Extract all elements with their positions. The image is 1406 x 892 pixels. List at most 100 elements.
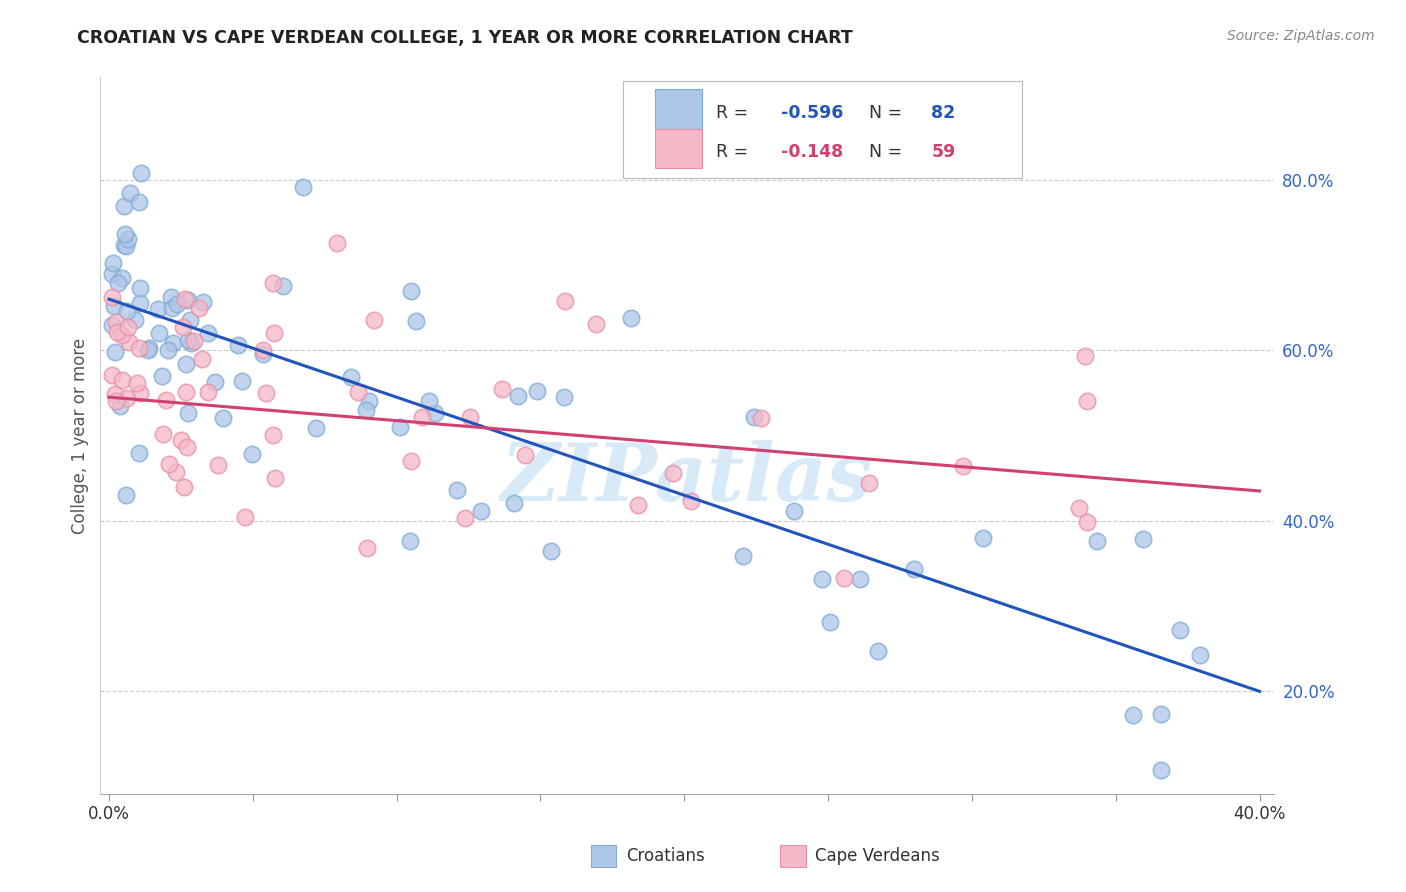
Point bbox=[197, 385, 219, 400]
Point bbox=[1074, 349, 1097, 363]
Point bbox=[749, 411, 772, 425]
Point bbox=[252, 343, 274, 357]
Point bbox=[127, 376, 149, 390]
Point bbox=[820, 615, 842, 629]
Point bbox=[160, 289, 183, 303]
Point bbox=[117, 232, 139, 246]
Point bbox=[128, 446, 150, 460]
Text: -0.148: -0.148 bbox=[780, 144, 844, 161]
Point bbox=[411, 409, 433, 424]
Point bbox=[832, 571, 855, 585]
Point bbox=[165, 465, 187, 479]
Point bbox=[177, 406, 200, 420]
Point bbox=[679, 493, 702, 508]
Point bbox=[191, 352, 214, 367]
Point bbox=[811, 572, 834, 586]
Point bbox=[326, 235, 349, 250]
Point bbox=[148, 326, 170, 341]
Point bbox=[162, 335, 184, 350]
Point bbox=[1122, 707, 1144, 722]
Point bbox=[104, 387, 127, 401]
Text: 82: 82 bbox=[931, 103, 956, 122]
Point bbox=[405, 314, 427, 328]
Point bbox=[129, 166, 152, 180]
Point bbox=[150, 368, 173, 383]
Point bbox=[115, 391, 138, 405]
Point bbox=[226, 338, 249, 352]
Point bbox=[101, 267, 124, 281]
Point bbox=[354, 403, 377, 417]
Point bbox=[418, 393, 440, 408]
Point bbox=[138, 343, 160, 358]
Point bbox=[128, 341, 150, 355]
Point bbox=[118, 186, 141, 200]
Point bbox=[553, 390, 575, 404]
Text: N =: N = bbox=[869, 103, 908, 122]
Point bbox=[108, 399, 131, 413]
Point bbox=[118, 335, 141, 350]
Point bbox=[146, 302, 169, 317]
Point bbox=[585, 317, 607, 331]
Point bbox=[204, 375, 226, 389]
Text: N =: N = bbox=[869, 144, 908, 161]
Point bbox=[357, 394, 380, 409]
Point bbox=[254, 386, 277, 401]
Point bbox=[155, 393, 177, 408]
Text: ZIPatlas: ZIPatlas bbox=[501, 440, 873, 517]
Point bbox=[513, 449, 536, 463]
Text: -0.596: -0.596 bbox=[780, 103, 844, 122]
Text: R =: R = bbox=[717, 144, 754, 161]
Point bbox=[1150, 707, 1173, 722]
Point bbox=[197, 326, 219, 340]
Point bbox=[868, 643, 890, 657]
Point bbox=[173, 480, 195, 494]
Point bbox=[340, 370, 363, 384]
Point bbox=[124, 312, 146, 326]
Point bbox=[107, 277, 129, 291]
Point bbox=[1189, 648, 1212, 662]
Point bbox=[176, 357, 198, 371]
Point bbox=[554, 293, 576, 308]
Point bbox=[111, 270, 134, 285]
Point bbox=[1085, 534, 1108, 549]
Point bbox=[347, 384, 370, 399]
Point bbox=[101, 368, 124, 383]
Point bbox=[262, 276, 284, 290]
Point bbox=[138, 341, 160, 355]
Point bbox=[502, 496, 524, 510]
Point bbox=[620, 311, 643, 326]
Point bbox=[263, 326, 285, 341]
Point bbox=[166, 297, 188, 311]
Point bbox=[157, 457, 180, 471]
Point bbox=[177, 293, 200, 307]
Point bbox=[401, 284, 423, 298]
Point bbox=[156, 343, 179, 357]
Point bbox=[231, 374, 253, 388]
Point bbox=[162, 301, 184, 315]
Point bbox=[731, 549, 754, 564]
Y-axis label: College, 1 year or more: College, 1 year or more bbox=[72, 337, 89, 533]
Point bbox=[292, 179, 315, 194]
Point bbox=[129, 281, 152, 295]
FancyBboxPatch shape bbox=[623, 81, 1022, 178]
Point bbox=[183, 334, 205, 348]
Point bbox=[627, 498, 650, 512]
Point bbox=[1168, 623, 1191, 637]
Point bbox=[187, 301, 209, 315]
Point bbox=[363, 313, 385, 327]
Point bbox=[174, 384, 197, 399]
Point bbox=[506, 389, 529, 403]
Point bbox=[172, 319, 194, 334]
Point bbox=[1150, 764, 1173, 778]
Point bbox=[114, 227, 136, 242]
Point bbox=[176, 441, 198, 455]
Point bbox=[129, 296, 152, 310]
Point bbox=[105, 315, 128, 329]
Point bbox=[128, 195, 150, 210]
Point bbox=[115, 488, 138, 502]
Point bbox=[128, 386, 150, 401]
Point bbox=[1067, 501, 1090, 516]
Text: R =: R = bbox=[717, 103, 754, 122]
Point bbox=[262, 428, 284, 442]
Point bbox=[112, 238, 135, 252]
